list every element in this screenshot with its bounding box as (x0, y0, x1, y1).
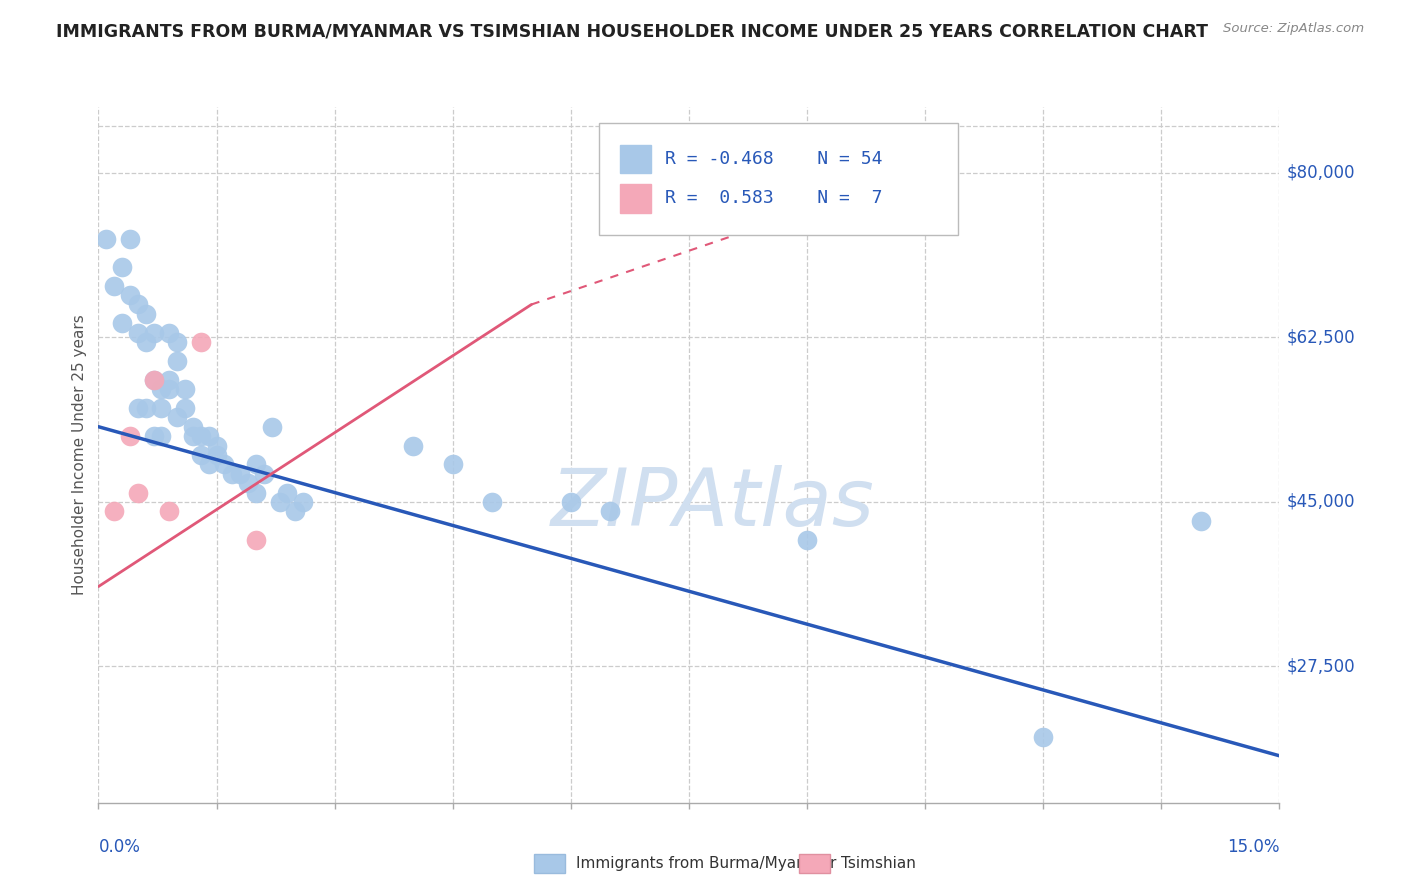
Point (190, 448, 212, 462)
Point (103, 504, 125, 518)
Point (599, 504, 621, 518)
Point (1032, 730, 1054, 744)
Point (142, 326, 165, 340)
Point (142, 373, 165, 387)
Point (127, 485, 149, 500)
Text: Tsimshian: Tsimshian (841, 856, 915, 871)
Point (174, 401, 197, 415)
Point (111, 316, 134, 330)
Point (157, 382, 180, 396)
Point (276, 485, 298, 500)
Text: ZIPAtlas: ZIPAtlas (551, 465, 875, 542)
Point (214, 458, 236, 472)
Point (205, 448, 228, 462)
Point (166, 335, 188, 350)
Text: Immigrants from Burma/Myanmar: Immigrants from Burma/Myanmar (576, 856, 837, 871)
Point (150, 401, 173, 415)
Text: R =  0.583    N =  7: R = 0.583 N = 7 (665, 189, 883, 207)
Text: IMMIGRANTS FROM BURMA/MYANMAR VS TSIMSHIAN HOUSEHOLDER INCOME UNDER 25 YEARS COR: IMMIGRANTS FROM BURMA/MYANMAR VS TSIMSHI… (56, 22, 1208, 40)
Point (127, 401, 149, 415)
Y-axis label: Householder Income Under 25 years: Householder Income Under 25 years (72, 315, 87, 595)
Point (260, 419, 283, 434)
Point (1189, 514, 1212, 528)
Text: $62,500: $62,500 (1286, 328, 1355, 346)
Point (103, 278, 125, 293)
Point (135, 335, 157, 350)
Point (157, 373, 180, 387)
Point (481, 495, 503, 509)
Point (142, 373, 165, 387)
Point (796, 533, 818, 547)
Point (269, 495, 291, 509)
Point (284, 504, 307, 518)
Point (118, 429, 141, 443)
Point (190, 429, 212, 443)
Point (402, 438, 425, 452)
Point (142, 429, 165, 443)
Point (157, 504, 180, 518)
Point (221, 467, 243, 481)
Point (127, 297, 149, 311)
Point (150, 429, 173, 443)
Point (166, 354, 188, 368)
Text: $45,000: $45,000 (1286, 493, 1355, 511)
Point (127, 326, 149, 340)
Point (135, 307, 157, 321)
Point (111, 260, 134, 274)
Point (205, 438, 228, 452)
Point (236, 476, 259, 491)
Point (245, 485, 267, 500)
Text: Source: ZipAtlas.com: Source: ZipAtlas.com (1223, 22, 1364, 36)
Point (560, 495, 582, 509)
Text: $80,000: $80,000 (1286, 164, 1355, 182)
Point (181, 419, 204, 434)
Point (245, 533, 267, 547)
Point (96, 232, 118, 246)
Point (181, 429, 204, 443)
Text: R = -0.468    N = 54: R = -0.468 N = 54 (665, 150, 883, 168)
Point (245, 458, 267, 472)
Point (174, 382, 197, 396)
Point (441, 458, 464, 472)
Point (197, 458, 219, 472)
Point (197, 429, 219, 443)
Point (118, 232, 141, 246)
Text: $27,500: $27,500 (1286, 657, 1355, 675)
Point (166, 410, 188, 425)
Point (150, 382, 173, 396)
Point (135, 401, 157, 415)
Point (229, 467, 252, 481)
Point (157, 326, 180, 340)
Text: 0.0%: 0.0% (98, 838, 141, 856)
Text: 15.0%: 15.0% (1227, 838, 1279, 856)
Point (190, 335, 212, 350)
Point (292, 495, 315, 509)
Point (253, 467, 276, 481)
Point (118, 288, 141, 302)
